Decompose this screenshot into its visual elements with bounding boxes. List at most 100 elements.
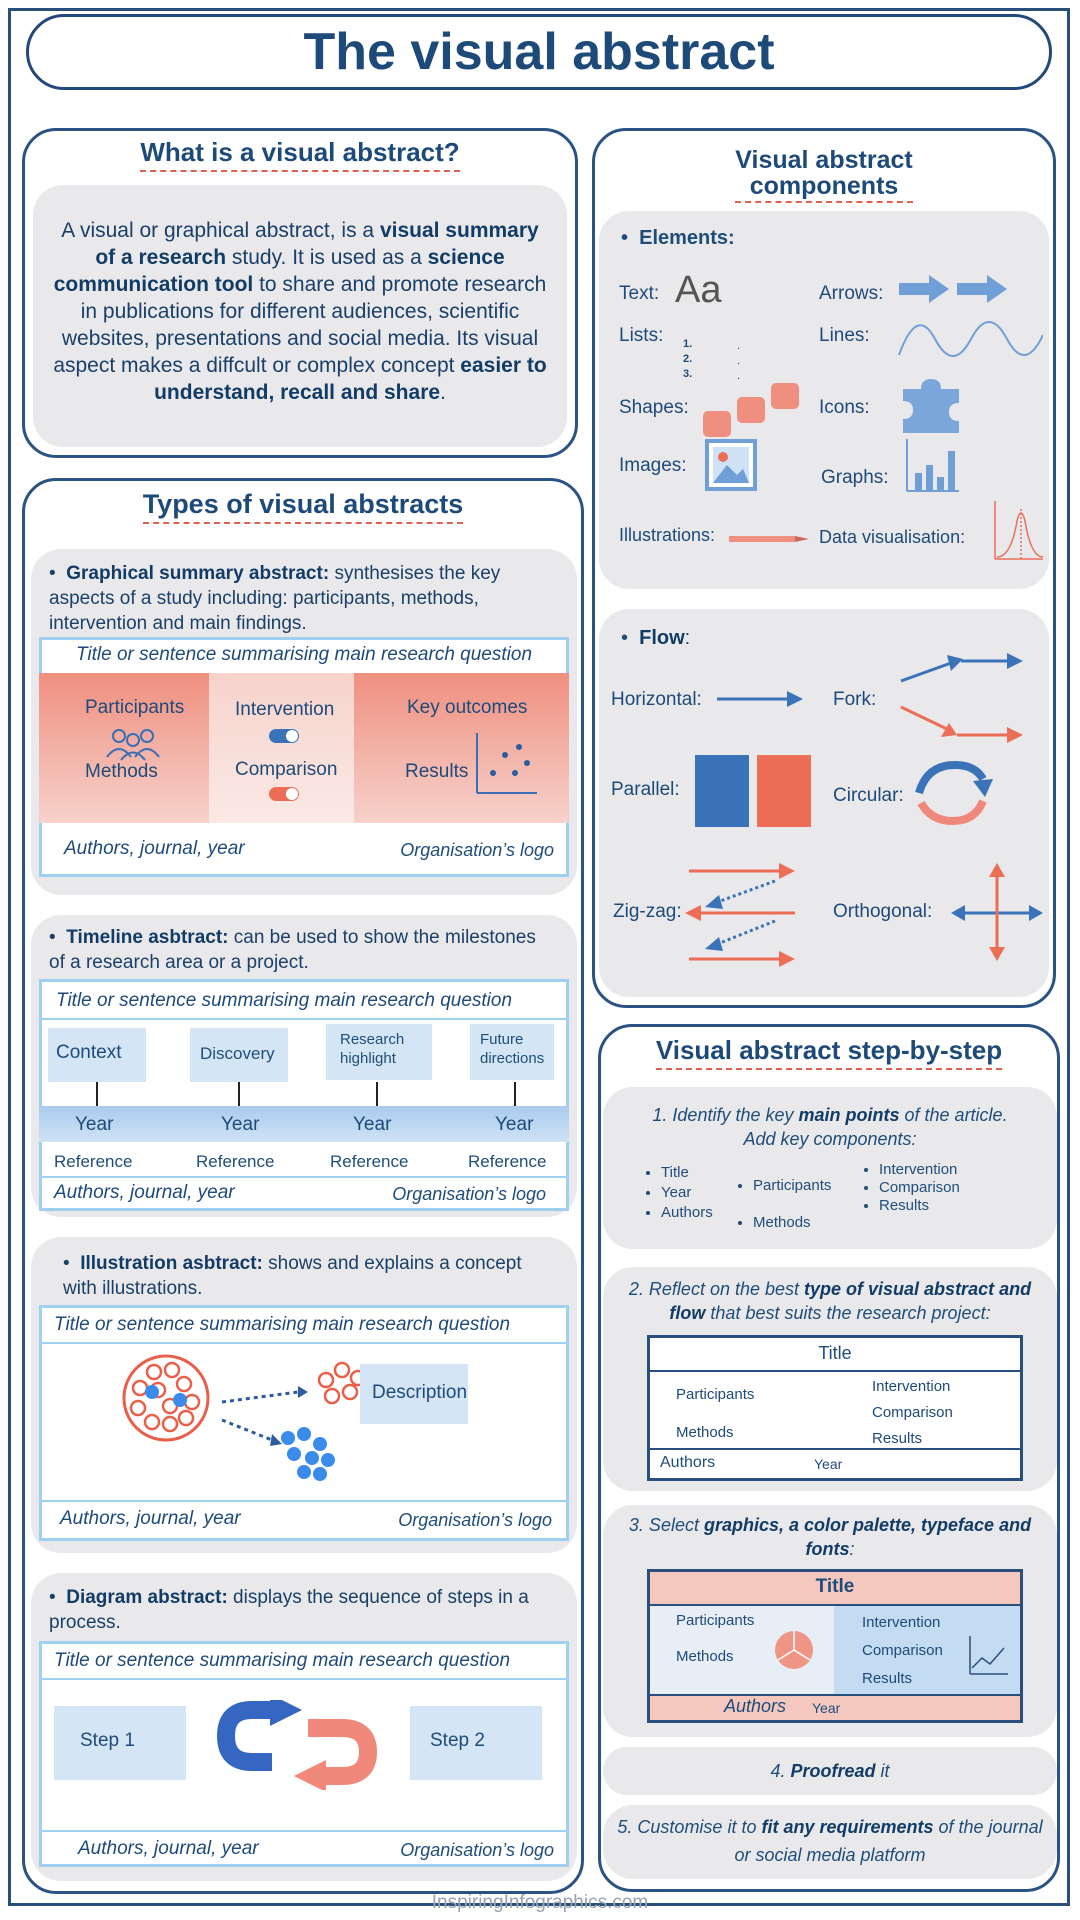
- graphical-band: Participants Methods Intervention Compar…: [39, 673, 569, 823]
- arrows-label: Arrows:: [819, 283, 884, 304]
- horizontal-label: Horizontal:: [611, 689, 702, 710]
- parallel-label: Parallel:: [611, 779, 680, 800]
- cycle-arrows-icon: [216, 1700, 378, 1790]
- line-graph-icon: [969, 1636, 1008, 1675]
- timeline-card: • Timeline asbtract: can be used to show…: [31, 915, 577, 1217]
- graphical-card: • Graphical summary abstract: synthesise…: [31, 549, 577, 895]
- what-text-box: A visual or graphical abstract, is a vis…: [33, 185, 567, 447]
- parallel-blue-block: [695, 755, 749, 827]
- step3-card: 3. Select graphics, a color palette, typ…: [603, 1505, 1057, 1737]
- graphs-label: Graphs:: [821, 467, 889, 488]
- illustration-title: Title or sentence summarising main resea…: [54, 1314, 511, 1335]
- horizontal-arrow-icon: [717, 691, 803, 707]
- circular-label: Circular:: [833, 785, 904, 806]
- orthogonal-arrows-icon: [951, 863, 1043, 961]
- flow-card: • Flow: Horizontal: Fork: Parallel: Circ…: [599, 609, 1049, 997]
- icons-label: Icons:: [819, 397, 870, 418]
- graphical-logo: Organisation’s logo: [400, 840, 554, 860]
- diagram-card: • Diagram abstract: displays the sequenc…: [31, 1573, 577, 1881]
- timeline-desc: • Timeline asbtract: can be used to show…: [49, 927, 536, 973]
- step2-box: Step 2: [410, 1706, 542, 1780]
- elements-label: • Elements:: [621, 227, 735, 249]
- step1-box: Step 1: [54, 1706, 186, 1780]
- step2-card: 2. Reflect on the best type of visual ab…: [603, 1267, 1057, 1491]
- comparison-toggle-icon: [269, 787, 299, 801]
- step3-layout-mock: Title Participants Methods Intervention …: [647, 1569, 1023, 1723]
- components-panel: Visual abstract components • Elements: Te…: [592, 128, 1056, 1008]
- what-panel: What is a visual abstract? A visual or g…: [22, 128, 578, 458]
- stage-research-highlight: Research highlight: [326, 1024, 432, 1080]
- illustration-mock: Title or sentence summarising main resea…: [39, 1305, 569, 1541]
- diagram-mock: Title or sentence summarising main resea…: [39, 1641, 569, 1867]
- images-label: Images:: [619, 455, 687, 476]
- step5-card: 5. Customise it to fit any requirements …: [603, 1805, 1057, 1879]
- arrows-icon: [899, 275, 1007, 303]
- illustration-desc: • Illustration asbtract: shows and expla…: [63, 1253, 522, 1299]
- methods-label: Methods: [85, 761, 158, 782]
- wave-line-icon: [898, 321, 1043, 357]
- timeline-logo: Organisation’s logo: [392, 1184, 546, 1204]
- steps-heading: Visual abstract step-by-step: [601, 1035, 1057, 1070]
- pencil-icon: [729, 536, 809, 542]
- participants-label: Participants: [85, 697, 185, 718]
- graphical-title: Title or sentence summarising main resea…: [75, 644, 533, 665]
- types-heading: Types of visual abstracts: [25, 489, 581, 524]
- diagram-title: Title or sentence summarising main resea…: [54, 1650, 511, 1671]
- text-label: Text:: [619, 283, 660, 304]
- orthogonal-label: Orthogonal:: [833, 901, 933, 922]
- pie-icon: [775, 1631, 813, 1669]
- lists-label: Lists:: [619, 325, 664, 346]
- diagram-authors: Authors, journal, year: [78, 1838, 259, 1859]
- what-heading: What is a visual abstract?: [25, 137, 575, 172]
- intervention-label: Intervention: [235, 699, 335, 720]
- diagram-desc: • Diagram abstract: displays the sequenc…: [49, 1587, 529, 1633]
- timeline-authors: Authors, journal, year: [54, 1182, 235, 1203]
- aa-sample: Aa: [675, 269, 722, 311]
- timeline-mock: Title or sentence summarising main resea…: [39, 979, 569, 1211]
- image-icon: [705, 439, 757, 491]
- illustrations-label: Illustrations:: [619, 525, 716, 545]
- description-box: Description: [360, 1364, 468, 1424]
- fork-arrows-icon: [900, 653, 1023, 743]
- key-outcomes-label: Key outcomes: [407, 697, 528, 718]
- fork-label: Fork:: [833, 689, 877, 710]
- illustration-logo: Organisation’s logo: [398, 1510, 552, 1530]
- types-panel: Types of visual abstracts • Graphical su…: [22, 478, 584, 1894]
- graphical-mock: Title or sentence summarising main resea…: [39, 637, 569, 877]
- diagram-logo: Organisation’s logo: [400, 1840, 554, 1860]
- bar-graph-icon: [906, 439, 959, 492]
- timeline-ref: Reference: [54, 1152, 133, 1171]
- scatter-graph-icon: [476, 733, 537, 794]
- list-sample: 1. 2. 3.: [683, 338, 693, 380]
- puzzle-icon: [903, 379, 959, 433]
- step1-text: 1. Identify the key main points of the a…: [652, 1105, 1008, 1149]
- distribution-icon: [994, 501, 1043, 560]
- timeline-ref: Reference: [468, 1152, 547, 1171]
- elements-card: • Elements: Text: Aa Arrows: Lists: 1. 2.…: [599, 211, 1049, 589]
- step5-text: 5. Customise it to fit any requirements …: [617, 1817, 1043, 1865]
- zigzag-arrows-icon: [685, 863, 795, 967]
- comparison-label: Comparison: [235, 759, 338, 780]
- parallel-red-block: [757, 755, 811, 827]
- shapes-label: Shapes:: [619, 397, 689, 418]
- components-heading: Visual abstract components: [595, 147, 1053, 203]
- step4-text: 4. Proofread it: [770, 1761, 890, 1781]
- stage-context: Context: [48, 1028, 146, 1082]
- step4-card: 4. Proofread it: [603, 1747, 1057, 1795]
- footer-credit: InspiringInfographics.com: [431, 1892, 649, 1913]
- step1-card: 1. Identify the key main points of the a…: [603, 1087, 1057, 1249]
- step1-list-a: TitleYearAuthors: [647, 1163, 713, 1223]
- timeline-bar: Year Year Year Year: [39, 1106, 569, 1142]
- graphical-desc: • Graphical summary abstract: synthesise…: [49, 563, 501, 634]
- cells-illustration-icon: [122, 1354, 367, 1481]
- zigzag-label: Zig-zag:: [613, 901, 682, 922]
- graphical-authors: Authors, journal, year: [64, 838, 245, 859]
- data-vis-label: Data visualisation:: [819, 527, 966, 547]
- results-label: Results: [405, 761, 469, 782]
- what-description: A visual or graphical abstract, is a vis…: [53, 219, 547, 404]
- step3-text: 3. Select graphics, a color palette, typ…: [628, 1515, 1032, 1559]
- illustration-authors: Authors, journal, year: [60, 1508, 241, 1529]
- lines-label: Lines:: [819, 325, 870, 346]
- page-frame: [8, 8, 1070, 1906]
